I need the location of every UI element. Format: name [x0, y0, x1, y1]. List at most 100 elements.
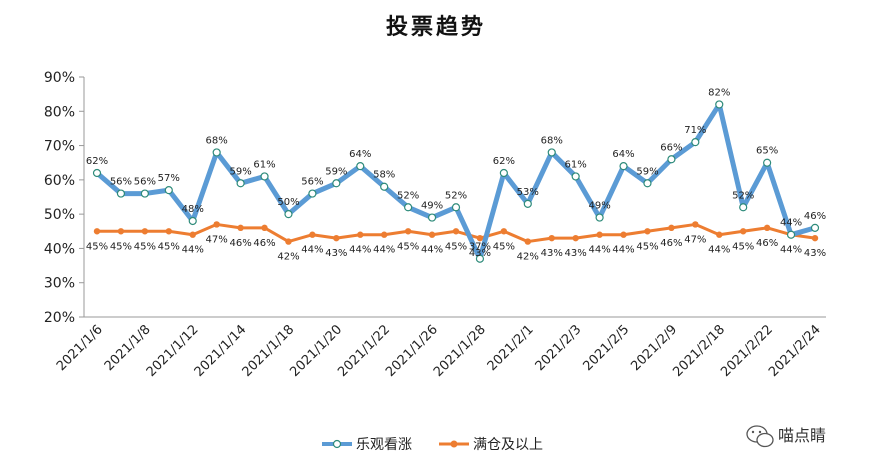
point-optimistic: [547, 148, 556, 157]
x-tick-label: 2021/2/3: [533, 322, 585, 374]
point-fullposition: [692, 221, 699, 228]
data-label-fullposition: 44%: [708, 245, 730, 256]
data-label-fullposition: 44%: [349, 245, 371, 256]
point-fullposition: [141, 228, 149, 235]
point-optimistic: [212, 148, 221, 157]
legend-label-optimistic: 乐观看涨: [356, 437, 412, 453]
data-label-fullposition: 46%: [660, 238, 682, 249]
data-label-fullposition: 42%: [517, 252, 539, 263]
point-optimistic: [284, 210, 293, 219]
data-label-fullposition: 43%: [804, 248, 826, 259]
data-label-optimistic: 59%: [636, 166, 658, 177]
wechat-icon: [746, 425, 774, 448]
point-optimistic: [404, 203, 413, 212]
data-label-optimistic: 57%: [158, 173, 180, 184]
point-optimistic: [116, 189, 126, 198]
data-label-fullposition: 46%: [229, 238, 251, 249]
y-tick-label: 50%: [44, 207, 75, 223]
point-fullposition: [763, 224, 771, 232]
point-optimistic: [332, 179, 341, 188]
point-fullposition: [668, 224, 675, 232]
watermark-text: 喵点睛: [778, 426, 826, 445]
legend-item-fullposition[interactable]: 满仓及以上: [439, 437, 543, 453]
point-fullposition: [213, 221, 220, 228]
point-fullposition: [476, 234, 484, 242]
point-optimistic: [140, 189, 149, 198]
x-tick-label: 2021/2/5: [580, 322, 632, 374]
point-fullposition: [740, 228, 747, 235]
data-label-optimistic: 82%: [708, 87, 730, 98]
point-fullposition: [572, 234, 579, 242]
y-tick-label: 90%: [44, 70, 75, 86]
y-tick-label: 40%: [44, 241, 75, 257]
y-tick-label: 20%: [44, 310, 75, 326]
data-label-fullposition: 43%: [541, 248, 563, 259]
point-optimistic: [475, 254, 485, 263]
y-tick-label: 70%: [44, 139, 75, 155]
data-label-optimistic: 50%: [277, 197, 299, 208]
data-label-fullposition: 47%: [684, 234, 706, 245]
point-fullposition: [189, 231, 196, 238]
point-optimistic: [691, 138, 700, 147]
point-optimistic: [164, 186, 173, 195]
data-label-optimistic: 64%: [349, 149, 371, 160]
point-optimistic: [380, 182, 389, 191]
point-optimistic: [356, 162, 365, 171]
legend-marker-fullposition: [450, 440, 458, 448]
data-label-fullposition: 44%: [780, 245, 802, 256]
data-label-optimistic: 56%: [110, 177, 132, 188]
y-tick-label: 80%: [44, 104, 75, 120]
point-fullposition: [428, 231, 436, 238]
data-label-optimistic: 71%: [684, 125, 706, 136]
point-optimistic: [308, 189, 317, 198]
point-optimistic: [595, 213, 604, 222]
chart-title: 投票趋势: [386, 14, 486, 40]
point-fullposition: [285, 238, 292, 245]
point-fullposition: [117, 228, 125, 235]
point-fullposition: [404, 228, 412, 235]
data-label-optimistic: 52%: [732, 190, 754, 201]
data-label-optimistic: 56%: [301, 177, 323, 188]
point-fullposition: [596, 231, 603, 238]
point-fullposition: [261, 224, 268, 232]
data-label-fullposition: 46%: [253, 238, 275, 249]
data-label-fullposition: 46%: [756, 238, 778, 249]
data-label-optimistic: 64%: [612, 149, 634, 160]
data-label-optimistic: 48%: [182, 204, 204, 215]
data-label-fullposition: 45%: [397, 241, 419, 252]
point-optimistic: [427, 213, 437, 222]
data-label-fullposition: 47%: [206, 234, 228, 245]
data-label-optimistic: 61%: [565, 159, 587, 170]
data-label-optimistic: 53%: [517, 187, 539, 198]
data-label-fullposition: 43%: [325, 248, 347, 259]
point-optimistic: [810, 223, 820, 232]
data-label-fullposition: 45%: [86, 241, 108, 252]
data-label-fullposition: 45%: [110, 241, 132, 252]
watermark: 喵点睛: [746, 425, 826, 448]
data-label-fullposition: 44%: [301, 245, 323, 256]
data-label-optimistic: 65%: [756, 146, 778, 157]
point-optimistic: [92, 168, 102, 178]
legend-marker-optimistic: [332, 439, 342, 449]
point-fullposition: [500, 228, 508, 235]
data-label-fullposition: 44%: [373, 245, 395, 256]
legend: 乐观看涨 满仓及以上: [322, 437, 543, 453]
x-tick-label: 2021/1/6: [54, 322, 106, 374]
data-label-fullposition: 45%: [493, 241, 515, 252]
data-label-fullposition: 43%: [565, 248, 587, 259]
point-optimistic: [786, 230, 796, 239]
point-optimistic: [523, 199, 532, 208]
y-tick-label: 60%: [44, 173, 75, 189]
legend-item-optimistic[interactable]: 乐观看涨: [322, 437, 412, 453]
y-tick-label: 30%: [44, 276, 75, 292]
point-fullposition: [811, 234, 819, 242]
legend-label-fullposition: 满仓及以上: [473, 437, 543, 453]
point-optimistic: [643, 179, 652, 188]
data-label-fullposition: 44%: [182, 245, 204, 256]
point-fullposition: [452, 228, 460, 235]
x-tick-label: 2021/2/24: [766, 322, 824, 380]
point-fullposition: [357, 231, 364, 238]
data-label-fullposition: 45%: [732, 241, 754, 252]
x-tick-label: 2021/2/1: [485, 322, 537, 374]
